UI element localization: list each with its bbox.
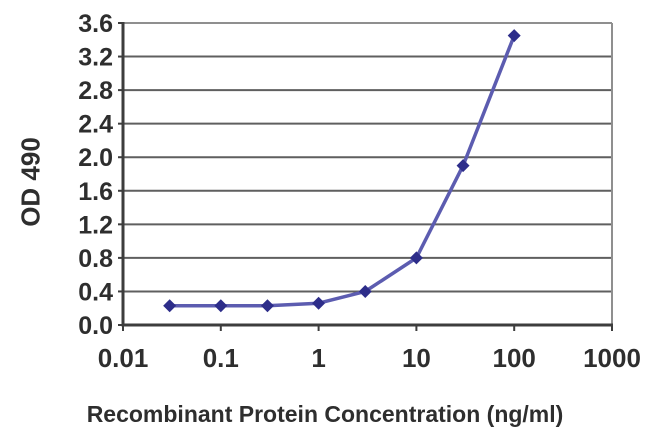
od-series-point-marker [409, 251, 423, 265]
y-tick-label: 2.4 [78, 111, 113, 139]
y-tick-label: 2.8 [78, 77, 113, 105]
od-series-point-marker [456, 159, 470, 173]
y-tick-label: 0.0 [78, 312, 113, 340]
od-series-point-marker [358, 284, 372, 298]
x-tick-label: 0.01 [98, 343, 149, 373]
x-tick-label: 1 [311, 343, 325, 373]
y-tick-label: 0.4 [78, 278, 113, 306]
od-series-point-marker [214, 299, 228, 313]
x-tick-label: 10 [402, 343, 431, 373]
od-series-point-marker [312, 296, 326, 310]
x-tick-label: 0.1 [203, 343, 239, 373]
od-series-point-marker [163, 299, 177, 313]
x-tick-label: 1000 [583, 343, 641, 373]
y-tick-label: 1.2 [78, 211, 113, 239]
x-tick-label: 100 [493, 343, 536, 373]
od-series-point-marker [260, 299, 274, 313]
y-tick-label: 2.0 [78, 144, 113, 172]
y-tick-label: 1.6 [78, 178, 113, 206]
y-tick-label: 3.2 [78, 44, 113, 72]
y-tick-label: 3.6 [78, 10, 113, 38]
od-series-line [167, 33, 516, 308]
y-tick-label: 0.8 [78, 245, 113, 273]
od-series-point-marker [507, 29, 521, 43]
y-axis-title: OD 490 [15, 137, 46, 227]
x-axis-title: Recombinant Protein Concentration (ng/ml… [86, 401, 564, 427]
